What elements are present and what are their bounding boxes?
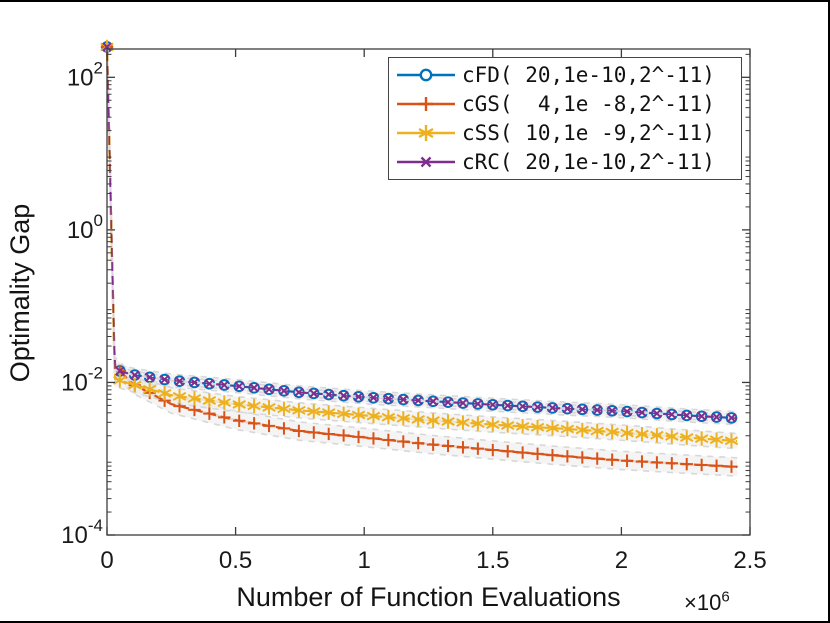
- svg-text:1.5: 1.5: [476, 547, 509, 574]
- legend-label: cFD( 20,1e-10,2^-11): [462, 62, 715, 87]
- legend-line-marker-icon: [397, 96, 455, 111]
- legend-line-marker-icon: [397, 125, 455, 142]
- legend-item-cfd: cFD( 20,1e-10,2^-11): [389, 61, 741, 89]
- svg-text:2: 2: [615, 547, 628, 574]
- svg-text:0: 0: [100, 547, 113, 574]
- y-axis-label: Optimality Gap: [5, 203, 35, 383]
- svg-text:0.5: 0.5: [219, 547, 252, 574]
- legend: cFD( 20,1e-10,2^-11) cGS( 4,1e -8,2^-11)…: [388, 57, 742, 180]
- svg-text:100: 100: [67, 211, 103, 244]
- svg-text:1: 1: [358, 547, 371, 574]
- legend-label: cSS( 10,1e -9,2^-11): [462, 121, 715, 146]
- legend-line-marker-icon: [397, 68, 455, 82]
- legend-item-crc: cRC( 20,1e-10,2^-11): [389, 148, 741, 176]
- x-axis-exponent-label: ×106: [684, 588, 730, 615]
- legend-label: cGS( 4,1e -8,2^-11): [462, 91, 715, 116]
- svg-text:102: 102: [67, 58, 103, 91]
- legend-line-marker-icon: [397, 157, 455, 168]
- x-axis-label: Number of Function Evaluations: [236, 582, 621, 612]
- svg-text:10-4: 10-4: [61, 516, 103, 549]
- legend-item-cgs: cGS( 4,1e -8,2^-11): [389, 90, 741, 118]
- svg-text:2.5: 2.5: [733, 547, 766, 574]
- legend-item-css: cSS( 10,1e -9,2^-11): [389, 119, 741, 147]
- legend-label: cRC( 20,1e-10,2^-11): [462, 150, 715, 175]
- svg-text:10-2: 10-2: [61, 363, 103, 396]
